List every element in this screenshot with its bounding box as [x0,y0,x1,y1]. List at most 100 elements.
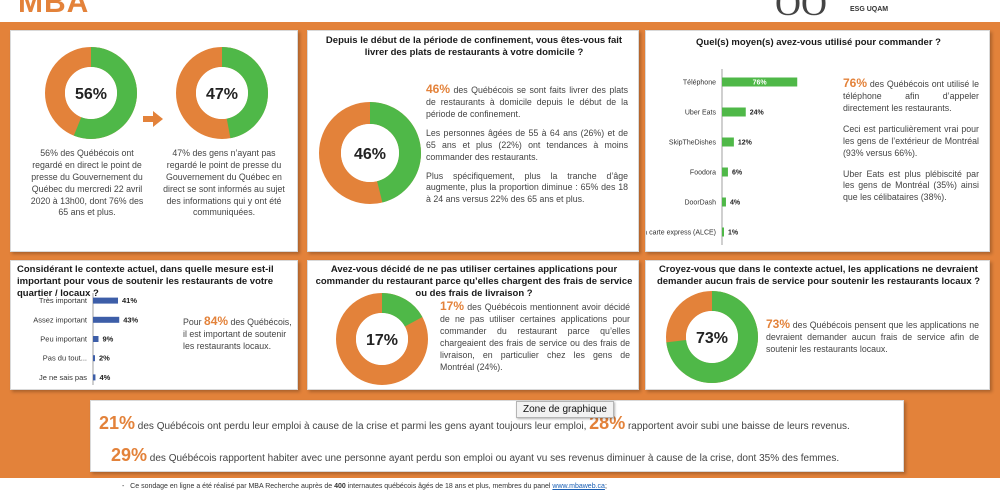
order-p1-pct: 76% [843,76,868,90]
local-support-value-label: 9% [102,335,113,344]
employment-line-1a: des Québécois ont perdu leur emploi à ca… [135,421,590,432]
order-means-category-label: Foodora [690,170,716,177]
order-means-value-label: 4% [730,200,741,207]
order-means-bar [722,197,726,207]
local-support-post: des Québécois, il est important de soute… [183,317,292,352]
donut-17-svg: 17% [336,293,428,385]
order-means-value-label: 76% [753,80,768,87]
donut-46-svg: 46% [319,102,421,204]
local-support-pct: 84% [204,314,229,328]
delivery-p1-pct: 46% [426,82,451,96]
panel-fees-decision: Avez-vous décidé de ne pas utiliser cert… [307,260,639,390]
no-fees-text: 73% des Québécois pensent que les applic… [766,316,979,356]
local-support-value-label: 41% [122,296,137,305]
donut-47-svg: 47% [176,47,268,139]
donut-47-label: 47% [206,86,238,103]
donut-46-label: 46% [354,146,386,163]
header-strip: MBA ÔÔ ESG UQAM [0,0,1000,22]
panel-no-fees: Croyez-vous que dans le contexte actuel,… [645,260,990,390]
local-support-category-label: Assez important [33,315,88,324]
arrow-shaft [143,116,155,122]
order-means-category-label: Téléphone [683,80,716,87]
order-means-bar [722,107,746,117]
order-p2: Ceci est particulièrement vrai pour les … [843,123,979,158]
esg-logo-label: ESG UQAM [850,6,889,13]
employment-pct-28: 28% [589,413,626,433]
employment-line-2-body: des Québécois rapportent habiter avec un… [147,453,840,464]
order-means-bar [722,137,734,147]
order-means-value-label: 6% [732,170,743,177]
panel-delivery: Depuis le début de la période de confine… [307,30,639,252]
panel-employment: 21% des Québécois ont perdu leur emploi … [90,400,904,472]
order-means-value-label: 1% [728,230,739,237]
order-means-bar [722,227,724,237]
press-text-a: 56% des Québécois ont regardé en direct … [30,148,144,218]
employment-line-2: 29% des Québécois rapportent habiter ave… [111,443,901,467]
local-support-value-label: 43% [123,315,138,324]
donut-17-arc [336,293,428,385]
local-support-svg: Très important 41% Assez important 43% Peu i… [33,293,139,385]
no-fees-body: des Québécois pensent que les applicatio… [766,320,979,355]
footer-line-1: - Ce sondage en ligne a été réalisé par … [122,483,607,490]
footer-bullet: - [122,483,131,490]
local-support-bar [93,316,120,323]
donut-73-hole [686,311,738,363]
local-support-category-label: Très important [39,296,88,305]
delivery-p1-body: des Québécois se sont faits livrer des p… [426,85,628,120]
donut-46: 46% [318,101,422,205]
employment-line-1: 21% des Québécois ont perdu leur emploi … [99,411,899,435]
donut-46-arc [319,102,421,204]
order-means-svg: Téléphone 76% Uber Eats 24% SkipTheDishes 12%… [635,69,798,245]
fees-decision-body: des Québécois mentionnent avoir décidé d… [440,302,630,372]
panel-local-support: Considérant le contexte actuel, dans que… [10,260,298,390]
local-support-title: Considérant le contexte actuel, dans que… [17,264,274,299]
order-means-title: Quel(s) moyen(s) avez-vous utilisé pour … [696,37,941,48]
order-means-text: 76% des Québécois ont utilisé le télépho… [843,75,979,204]
local-support-category-label: Peu important [40,335,88,344]
local-support-value-label: 2% [99,354,110,363]
donut-17: 17% [334,291,430,387]
donut-73-svg: 73% [666,291,758,383]
employment-line-1b: rapportent avoir subi une baisse de leur… [625,421,850,432]
local-support-bar [93,374,96,381]
order-means-chart: Téléphone 76% Uber Eats 24% SkipTheDishes 12%… [635,67,831,247]
donut-17-label: 17% [366,332,398,349]
local-support-value-label: 4% [99,373,110,382]
donut-73: 73% [664,289,760,385]
fees-decision-pct: 17% [440,299,465,313]
order-means-value-label: 12% [738,140,753,147]
local-support-category-label: Je ne sais pas [39,373,87,382]
local-support-chart: Très important 41% Assez important 43% Peu i… [11,291,176,387]
footer-line-1-num: 400 [334,483,346,490]
order-p1: 76% des Québécois ont utilisé le télépho… [843,75,979,115]
order-means-category-label: DoorDash [684,200,716,207]
delivery-p1: 46% des Québécois se sont faits livrer d… [426,81,628,121]
local-support-category-label: Pas du tout... [43,354,87,363]
delivery-p3: Plus spécifiquement, plus la tranche d’â… [426,170,628,205]
footer-line-1-mid: internautes québécois âgés de 18 ans et … [345,483,553,490]
donut-56-svg: 56% [45,47,137,139]
order-means-bar [722,77,798,87]
local-support-pre: Pour [183,317,205,327]
local-support-bar [93,297,119,304]
mba-logo: MBA [18,0,90,19]
order-means-category-label: Uber Eats [685,110,717,117]
donut-46-hole [341,124,399,182]
local-support-text: Pour 84% des Québécois, il est important… [183,313,293,353]
local-support-bar [93,355,95,362]
order-means-bar [722,167,728,177]
delivery-text: 46% des Québécois se sont faits livrer d… [426,81,628,206]
order-p3: Uber Eats est plus plébiscité par les ge… [843,168,979,203]
no-fees-title: Croyez-vous que dans le contexte actuel,… [656,264,981,287]
employment-pct-21: 21% [99,413,136,433]
footer-link[interactable]: www.mbaweb.ca [552,483,605,490]
donut-56-hole [65,67,117,119]
no-fees-pct: 73% [766,317,791,331]
delivery-title: Depuis le début de la période de confine… [325,35,623,58]
panel-press-conference: 56% 47% 56% des Québécois ont regardé en… [10,30,298,252]
donut-17-hole [356,313,408,365]
footer-line-1-end: ; [604,483,607,490]
donut-56: 56% [43,45,139,141]
press-text-b: 47% des gens n’ayant pas regardé le poin… [163,148,285,218]
order-means-value-label: 24% [750,110,765,117]
